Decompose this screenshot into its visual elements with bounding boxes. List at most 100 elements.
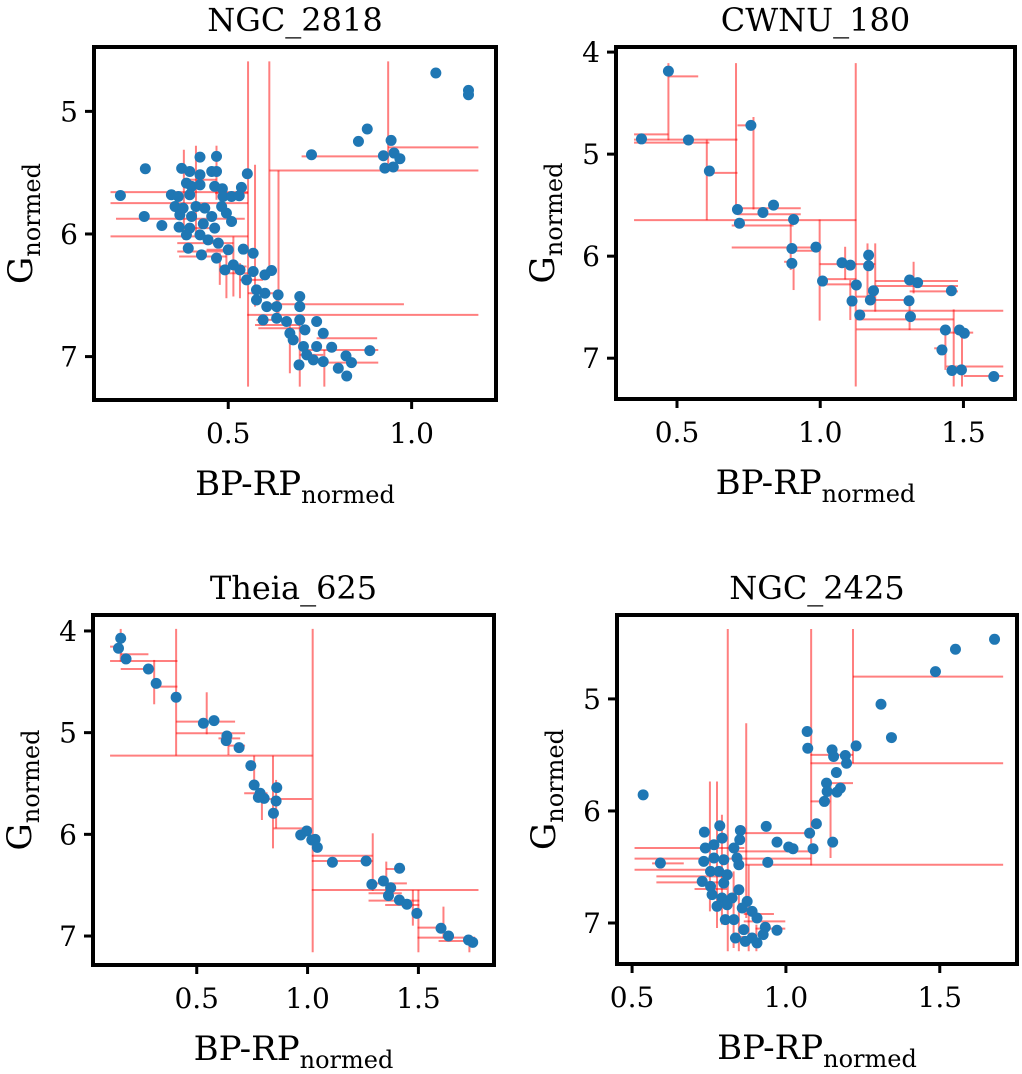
data-point [705, 865, 717, 877]
y-tick-label: 5 [59, 717, 77, 750]
data-point [170, 691, 182, 703]
data-point [728, 914, 740, 926]
data-point [248, 779, 260, 791]
data-point [197, 717, 209, 729]
data-point [768, 199, 780, 211]
axes-frame [614, 45, 1017, 401]
data-point [698, 855, 710, 867]
y-axis-label: Gnormed [1, 163, 46, 284]
data-point [266, 265, 278, 277]
data-point [287, 334, 299, 346]
x-tick-label: 1.0 [798, 416, 843, 449]
subplot-title: Theia_625 [210, 569, 377, 607]
data-point [233, 742, 245, 754]
data-point [112, 642, 124, 654]
data-point [294, 314, 306, 326]
y-axis-label-sub: normed [540, 163, 568, 257]
y-tick-label: 6 [583, 795, 601, 828]
data-point [721, 899, 733, 911]
data-point [199, 202, 211, 214]
data-point [182, 242, 194, 254]
data-point [716, 832, 728, 844]
data-point [714, 820, 726, 832]
data-point [317, 356, 329, 368]
axes-frame [615, 613, 1019, 966]
data-point [252, 791, 264, 803]
data-point [172, 190, 184, 202]
x-axis-label: BP-RPnormed [716, 463, 916, 508]
data-point [443, 930, 455, 942]
y-axis-label: Gnormed [523, 163, 568, 284]
data-point [864, 294, 876, 306]
x-axis-label-sub: normed [822, 480, 916, 508]
data-point [711, 900, 723, 912]
data-point [259, 287, 271, 299]
data-point [250, 284, 262, 296]
data-point [245, 760, 257, 772]
data-point [705, 880, 717, 892]
subplot-title: NGC_2425 [729, 569, 904, 607]
data-point [219, 264, 231, 276]
data-point [377, 150, 389, 162]
y-axis-label-sub: normed [541, 729, 569, 823]
data-point [311, 341, 323, 353]
data-point [220, 735, 232, 747]
data-point [180, 229, 192, 241]
data-point [271, 782, 283, 794]
x-axis-label-sub: normed [301, 481, 395, 509]
data-point [184, 189, 196, 201]
data-point [912, 277, 924, 289]
data-point [875, 698, 887, 710]
data-point [696, 875, 708, 887]
data-point [719, 914, 731, 926]
data-point [311, 316, 323, 328]
data-point [294, 301, 306, 313]
data-point [212, 237, 224, 249]
data-point [786, 243, 798, 255]
data-point [387, 161, 399, 173]
data-point [233, 190, 245, 202]
data-point [326, 856, 338, 868]
data-point [345, 357, 357, 369]
y-tick-label: 5 [583, 683, 601, 716]
data-point [786, 257, 798, 269]
subplot-title: NGC_2818 [207, 1, 382, 39]
data-point [698, 826, 710, 838]
data-point [733, 884, 745, 896]
data-point [467, 936, 479, 948]
data-point [206, 210, 218, 222]
data-point [299, 324, 311, 336]
data-point [904, 311, 916, 323]
plot-area [634, 629, 1004, 952]
data-point [250, 294, 262, 306]
data-point [341, 370, 353, 382]
data-point [868, 285, 880, 297]
data-point [241, 168, 253, 180]
data-point [294, 291, 306, 303]
data-point [817, 275, 829, 287]
x-tick-label: 1.5 [918, 981, 963, 1014]
data-point [713, 865, 725, 877]
x-tick-label: 1.5 [396, 982, 441, 1015]
plot-area [110, 61, 479, 387]
data-point [771, 924, 783, 936]
data-point [142, 663, 154, 675]
data-point [885, 732, 897, 744]
data-point [394, 862, 406, 874]
data-point [197, 218, 209, 230]
data-point [186, 180, 198, 192]
data-point [821, 785, 833, 797]
data-point [801, 726, 813, 738]
data-point [202, 234, 214, 246]
data-point [939, 324, 951, 336]
data-point [364, 345, 376, 357]
x-tick-label: 0.5 [655, 416, 700, 449]
data-point [841, 757, 853, 769]
data-point [718, 854, 730, 866]
data-point [401, 898, 413, 910]
data-point [234, 264, 246, 276]
data-point [293, 359, 305, 371]
data-point [738, 924, 750, 936]
data-point [929, 666, 941, 678]
data-point [734, 824, 746, 836]
